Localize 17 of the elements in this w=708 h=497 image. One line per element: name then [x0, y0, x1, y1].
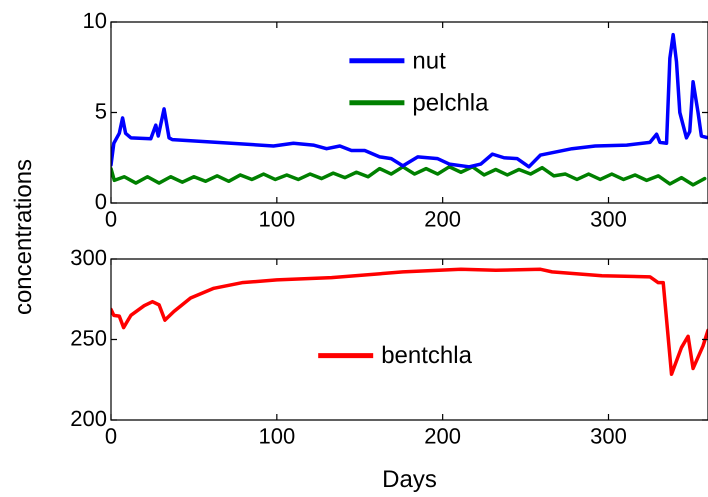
x-axis-title: Days: [382, 466, 437, 494]
legend-label: bentchla: [381, 342, 473, 370]
x-tick-label: 300: [590, 423, 627, 448]
y-tick-label: 200: [70, 406, 107, 432]
legend-label: pelchla: [412, 89, 490, 116]
x-tick-label: 100: [258, 206, 296, 232]
y-tick-label: 0: [94, 189, 107, 214]
legend-label: nut: [412, 47, 446, 74]
x-tick-label: 200: [424, 206, 462, 232]
x-tick-label: 300: [590, 206, 627, 232]
x-tick-label: 200: [424, 423, 462, 448]
y-axis-title: concentrations: [10, 158, 38, 316]
y-tick-label: 5: [94, 98, 107, 124]
y-tick-label: 10: [82, 8, 107, 34]
y-tick-label: 250: [70, 326, 107, 351]
y-tick-label: 300: [70, 245, 107, 270]
x-tick-label: 100: [258, 423, 296, 448]
